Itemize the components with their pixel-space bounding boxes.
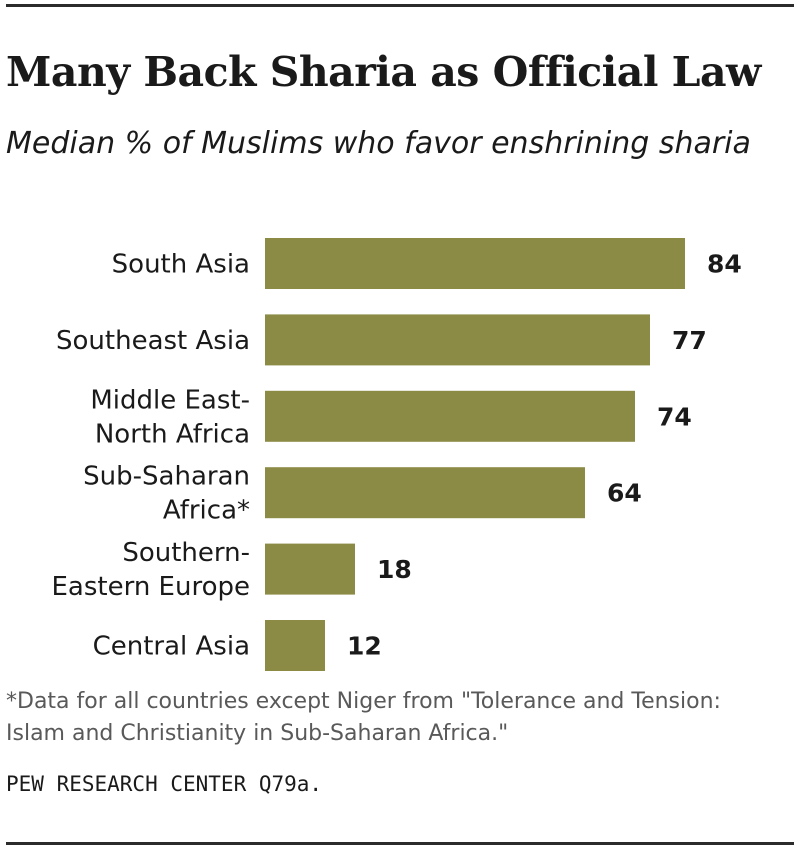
bar-5 <box>265 620 325 671</box>
value-label-2: 74 <box>657 402 692 431</box>
category-label-2-line-0: Middle East- <box>90 385 250 415</box>
bar-2 <box>265 390 635 442</box>
footnote: *Data for all countries except Niger fro… <box>6 689 721 746</box>
value-label-4: 18 <box>377 555 412 584</box>
category-label-1: Southeast Asia <box>56 326 250 356</box>
category-label-3-line-0: Sub-Saharan <box>83 462 250 492</box>
top-rule <box>6 4 794 7</box>
bar-1 <box>265 314 650 366</box>
category-label-5: Central Asia <box>93 632 250 662</box>
value-label-0: 84 <box>707 250 742 279</box>
source-note: PEW RESEARCH CENTER Q79a. <box>6 772 323 796</box>
value-label-5: 12 <box>347 632 382 661</box>
category-label-4-line-0: Southern- <box>122 538 250 568</box>
category-label-2-line-1: North Africa <box>95 419 250 449</box>
category-label-0: South Asia <box>112 250 250 280</box>
value-label-1: 77 <box>672 326 707 355</box>
chart-subtitle: Median % of Muslims who favor enshrining… <box>6 126 751 161</box>
chart-title: Many Back Sharia as Official Law <box>6 48 761 96</box>
bar-3 <box>265 467 585 519</box>
category-label-3-line-1: Africa* <box>163 496 250 526</box>
category-label-4-line-1: Eastern Europe <box>51 572 250 602</box>
bar-4 <box>265 543 355 595</box>
bottom-rule <box>6 842 794 845</box>
value-label-3: 64 <box>607 479 642 508</box>
bar-0 <box>265 238 685 289</box>
